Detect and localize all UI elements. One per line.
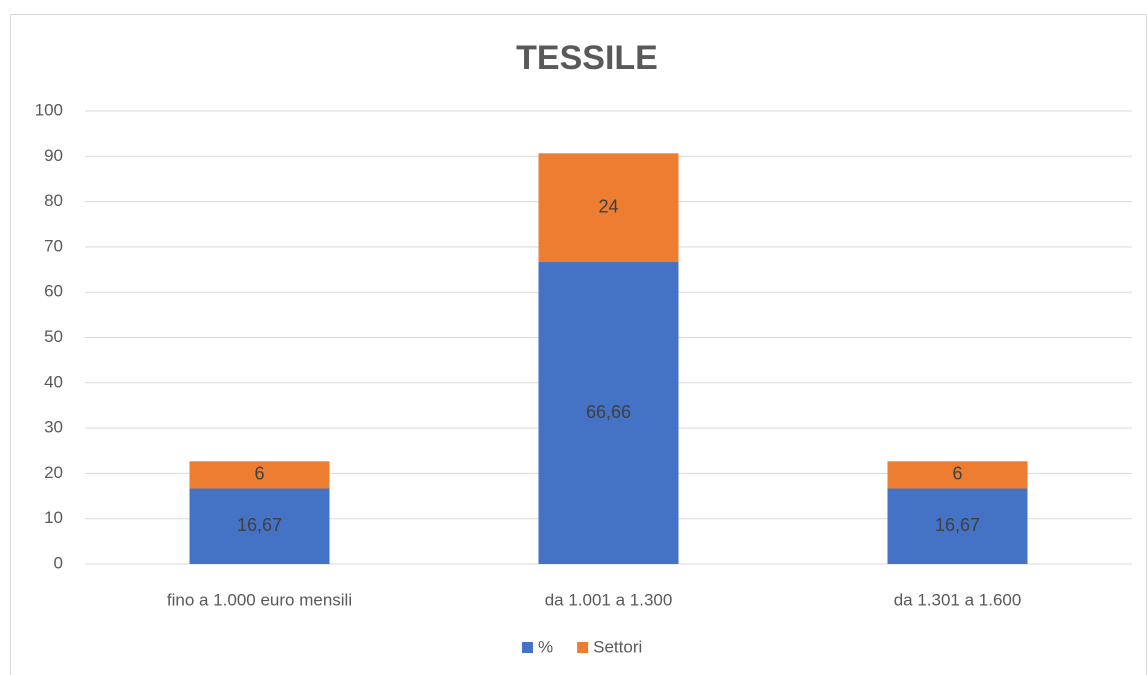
legend-swatch <box>577 642 589 653</box>
bar-segment <box>887 488 1028 564</box>
bar-segment <box>538 262 679 564</box>
y-tick-label: 60 <box>44 282 63 301</box>
y-tick-label: 30 <box>44 418 63 437</box>
data-label: 6 <box>952 464 962 484</box>
x-tick-label: da 1.001 a 1.300 <box>545 590 673 609</box>
bar-segment <box>189 461 330 489</box>
data-label: 66,66 <box>586 402 631 422</box>
y-tick-label: 80 <box>44 191 63 210</box>
y-tick-label: 0 <box>54 553 63 572</box>
data-label: 24 <box>598 196 618 216</box>
bar-segment <box>538 153 679 263</box>
x-tick-label: fino a 1.000 euro mensili <box>167 590 352 609</box>
data-label: 16,67 <box>237 515 282 535</box>
bar-segment <box>887 461 1028 489</box>
legend-label: % <box>538 637 553 656</box>
x-tick-label: da 1.301 a 1.600 <box>894 590 1022 609</box>
legend-label: Settori <box>593 637 642 656</box>
y-tick-label: 90 <box>44 146 63 165</box>
y-tick-label: 40 <box>44 372 63 391</box>
y-tick-label: 50 <box>44 327 63 346</box>
bar-segment <box>189 488 330 564</box>
y-tick-label: 70 <box>44 236 63 255</box>
y-tick-label: 100 <box>35 100 63 119</box>
data-label: 16,67 <box>935 515 980 535</box>
chart-title: TESSILE <box>516 39 658 77</box>
legend-swatch <box>522 642 533 653</box>
y-tick-label: 10 <box>44 508 63 527</box>
data-label: 6 <box>254 464 264 484</box>
y-tick-label: 20 <box>44 463 63 482</box>
